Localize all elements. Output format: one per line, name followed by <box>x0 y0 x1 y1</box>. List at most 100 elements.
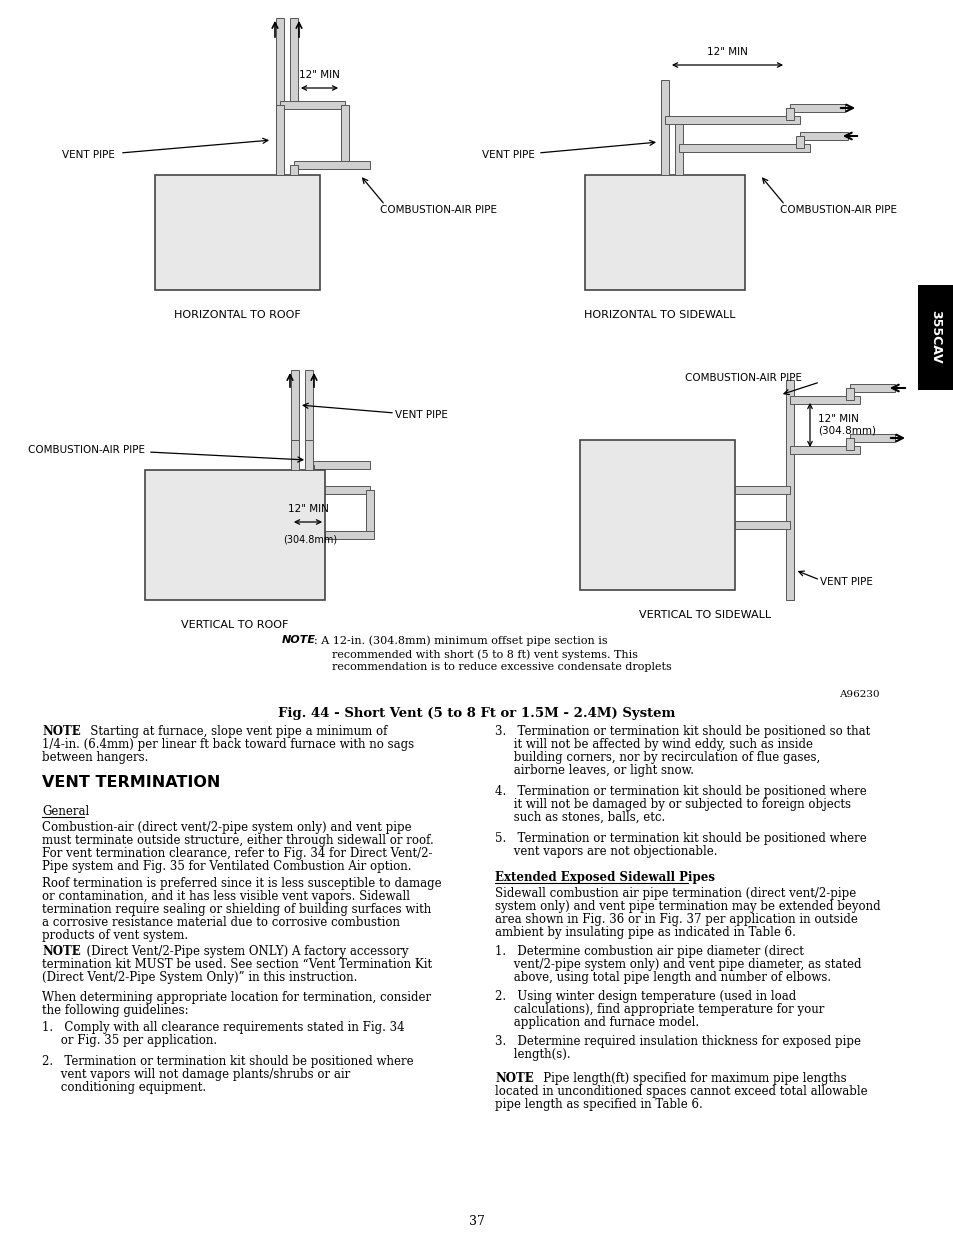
Text: 37: 37 <box>469 1215 484 1228</box>
Bar <box>275 19 284 261</box>
Bar <box>294 487 370 494</box>
Text: 12" MIN: 12" MIN <box>287 504 328 514</box>
Text: VENT PIPE: VENT PIPE <box>62 149 115 161</box>
Text: between hangers.: between hangers. <box>42 751 149 764</box>
Bar <box>154 175 319 290</box>
Bar <box>584 175 744 290</box>
Text: 12" MIN
(304.8mm): 12" MIN (304.8mm) <box>817 414 875 436</box>
Text: NOTE: NOTE <box>42 945 81 958</box>
Text: vent vapors are not objectionable.: vent vapors are not objectionable. <box>495 845 717 858</box>
Bar <box>800 132 847 140</box>
Text: conditioning equipment.: conditioning equipment. <box>42 1081 206 1094</box>
Text: COMBUSTION-AIR PIPE: COMBUSTION-AIR PIPE <box>684 373 801 383</box>
Text: COMBUSTION-AIR PIPE: COMBUSTION-AIR PIPE <box>780 205 896 215</box>
Bar <box>789 104 844 112</box>
Bar <box>734 521 789 529</box>
Text: 355CAV: 355CAV <box>928 310 942 364</box>
Text: COMBUSTION-AIR PIPE: COMBUSTION-AIR PIPE <box>379 205 497 215</box>
Text: ambient by insulating pipe as indicated in Table 6.: ambient by insulating pipe as indicated … <box>495 926 795 939</box>
Bar <box>679 144 809 152</box>
Text: Roof termination is preferred since it is less susceptible to damage: Roof termination is preferred since it i… <box>42 877 441 890</box>
Text: airborne leaves, or light snow.: airborne leaves, or light snow. <box>495 764 693 777</box>
Text: a corrosive resistance material due to corrosive combustion: a corrosive resistance material due to c… <box>42 916 399 929</box>
Text: must terminate outside structure, either through sidewall or roof.: must terminate outside structure, either… <box>42 834 434 847</box>
Text: located in unconditioned spaces cannot exceed total allowable: located in unconditioned spaces cannot e… <box>495 1086 866 1098</box>
Bar <box>340 105 349 165</box>
Bar <box>306 466 314 490</box>
Text: VENT PIPE: VENT PIPE <box>481 149 535 161</box>
Text: VENT TERMINATION: VENT TERMINATION <box>42 776 220 790</box>
Text: HORIZONTAL TO ROOF: HORIZONTAL TO ROOF <box>173 310 300 320</box>
Text: VERTICAL TO ROOF: VERTICAL TO ROOF <box>181 620 289 630</box>
Bar <box>294 161 370 169</box>
Text: 1.   Determine combustion air pipe diameter (direct: 1. Determine combustion air pipe diamete… <box>495 945 803 958</box>
Text: vent vapors will not damage plants/shrubs or air: vent vapors will not damage plants/shrub… <box>42 1068 350 1081</box>
Text: area shown in Fig. 36 or in Fig. 37 per application in outside: area shown in Fig. 36 or in Fig. 37 per … <box>495 913 857 926</box>
Bar <box>280 101 345 109</box>
Text: Extended Exposed Sidewall Pipes: Extended Exposed Sidewall Pipes <box>495 871 714 884</box>
Text: (Direct Vent/2‑Pipe System Only)” in this instruction.: (Direct Vent/2‑Pipe System Only)” in thi… <box>42 971 357 984</box>
Text: it will not be affected by wind eddy, such as inside: it will not be affected by wind eddy, su… <box>495 739 812 751</box>
Bar <box>675 120 682 175</box>
Text: system only) and vent pipe termination may be extended beyond: system only) and vent pipe termination m… <box>495 900 880 913</box>
Text: NOTE: NOTE <box>42 725 81 739</box>
Text: For vent termination clearance, refer to Fig. 34 for Direct Vent/2‑: For vent termination clearance, refer to… <box>42 847 432 860</box>
Text: vent/2‑pipe system only) and vent pipe diameter, as stated: vent/2‑pipe system only) and vent pipe d… <box>495 958 861 971</box>
Text: Sidewall combustion air pipe termination (direct vent/2‑pipe: Sidewall combustion air pipe termination… <box>495 887 856 900</box>
Bar <box>310 461 370 469</box>
Text: :  (Direct Vent/2‑Pipe system ONLY) A factory accessory: : (Direct Vent/2‑Pipe system ONLY) A fac… <box>75 945 408 958</box>
Text: Pipe system and Fig. 35 for Ventilated Combustion Air option.: Pipe system and Fig. 35 for Ventilated C… <box>42 860 411 873</box>
Bar <box>917 285 953 390</box>
Text: NOTE: NOTE <box>495 1072 533 1086</box>
Bar <box>291 440 298 471</box>
Text: HORIZONTAL TO SIDEWALL: HORIZONTAL TO SIDEWALL <box>583 310 735 320</box>
Bar <box>579 440 734 590</box>
Text: recommended with short (5 to 8 ft) vent systems. This: recommended with short (5 to 8 ft) vent … <box>332 650 638 659</box>
Text: 1.   Comply with all clearance requirements stated in Fig. 34: 1. Comply with all clearance requirement… <box>42 1021 404 1034</box>
Text: or Fig. 35 per application.: or Fig. 35 per application. <box>42 1034 217 1047</box>
Bar <box>849 433 894 442</box>
Text: A96230: A96230 <box>839 690 879 699</box>
Text: VENT PIPE: VENT PIPE <box>820 577 872 587</box>
Text: or contamination, and it has less visible vent vapors. Sidewall: or contamination, and it has less visibl… <box>42 890 410 903</box>
Bar <box>290 165 297 175</box>
Text: Fig. 44 - Short Vent (5 to 8 Ft or 1.5M - 2.4M) System: Fig. 44 - Short Vent (5 to 8 Ft or 1.5M … <box>278 706 675 720</box>
Text: termination require sealing or shielding of building surfaces with: termination require sealing or shielding… <box>42 903 431 916</box>
Bar <box>291 370 298 440</box>
Text: Combustion‑air (direct vent/2‑pipe system only) and vent pipe: Combustion‑air (direct vent/2‑pipe syste… <box>42 821 411 834</box>
Text: When determining appropriate location for termination, consider: When determining appropriate location fo… <box>42 990 431 1004</box>
Text: COMBUSTION-AIR PIPE: COMBUSTION-AIR PIPE <box>28 445 145 454</box>
Bar <box>789 396 859 404</box>
Bar <box>785 380 793 600</box>
Bar <box>789 446 859 454</box>
Text: :   Starting at furnace, slope vent pipe a minimum of: : Starting at furnace, slope vent pipe a… <box>75 725 387 739</box>
Text: 2.   Termination or termination kit should be positioned where: 2. Termination or termination kit should… <box>42 1055 414 1068</box>
Text: : A 12-in. (304.8mm) minimum offset pipe section is: : A 12-in. (304.8mm) minimum offset pipe… <box>314 635 607 646</box>
Text: calculations), find appropriate temperature for your: calculations), find appropriate temperat… <box>495 1003 823 1016</box>
Text: 2.   Using winter design temperature (used in load: 2. Using winter design temperature (used… <box>495 990 796 1003</box>
Text: application and furnace model.: application and furnace model. <box>495 1016 699 1029</box>
Text: it will not be damaged by or subjected to foreign objects: it will not be damaged by or subjected t… <box>495 798 850 811</box>
Bar <box>366 490 374 535</box>
Text: termination kit MUST be used. See section “Vent Termination Kit: termination kit MUST be used. See sectio… <box>42 958 432 971</box>
Text: 5.   Termination or termination kit should be positioned where: 5. Termination or termination kit should… <box>495 832 866 845</box>
Bar <box>734 487 789 494</box>
Bar <box>305 440 313 471</box>
Text: :   Pipe length(ft) specified for maximum pipe lengths: : Pipe length(ft) specified for maximum … <box>527 1072 845 1086</box>
Text: VENT PIPE: VENT PIPE <box>395 410 447 420</box>
Text: (304.8mm): (304.8mm) <box>283 535 336 545</box>
Text: General: General <box>42 805 90 818</box>
Bar <box>145 471 325 600</box>
Text: 3.   Termination or termination kit should be positioned so that: 3. Termination or termination kit should… <box>495 725 869 739</box>
Bar <box>275 105 284 175</box>
Text: 12" MIN: 12" MIN <box>298 70 339 80</box>
Text: length(s).: length(s). <box>495 1049 570 1061</box>
Bar <box>845 388 853 400</box>
Text: 3.   Determine required insulation thickness for exposed pipe: 3. Determine required insulation thickne… <box>495 1035 861 1049</box>
Text: recommendation is to reduce excessive condensate droplets: recommendation is to reduce excessive co… <box>332 662 671 672</box>
Bar <box>305 370 313 440</box>
Text: building corners, nor by recirculation of flue gases,: building corners, nor by recirculation o… <box>495 751 820 764</box>
Text: VERTICAL TO SIDEWALL: VERTICAL TO SIDEWALL <box>639 610 770 620</box>
Text: pipe length as specified in Table 6.: pipe length as specified in Table 6. <box>495 1098 702 1112</box>
Bar <box>795 136 803 148</box>
